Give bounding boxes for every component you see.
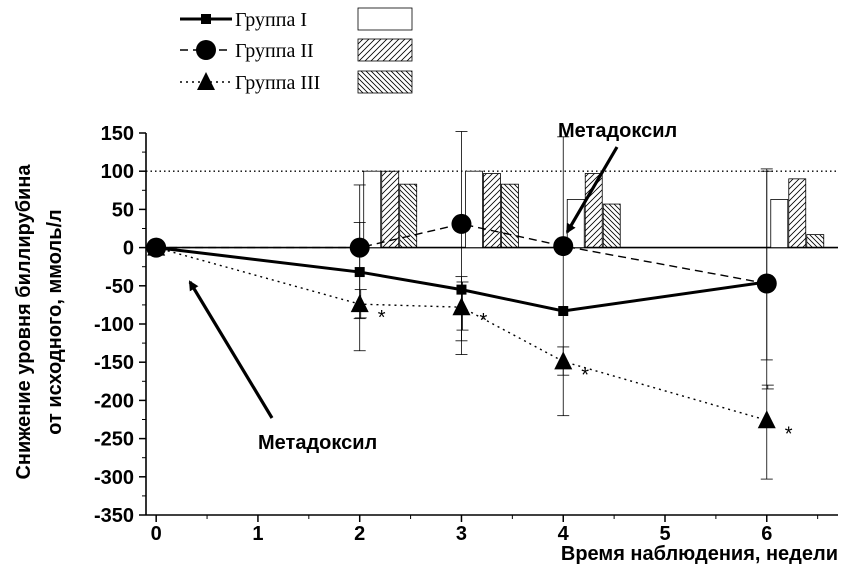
significance-mark: *	[785, 423, 793, 445]
series-1-point	[456, 284, 467, 295]
series-2-point	[451, 213, 472, 234]
series-3-point	[147, 237, 166, 256]
bar-week2-2	[381, 170, 400, 248]
bar-week3-3	[501, 183, 519, 249]
significance-mark: *	[581, 364, 589, 386]
significance-mark: *	[378, 307, 386, 329]
y-tick-label: 100	[101, 161, 134, 183]
bar-week2-3	[399, 183, 418, 249]
series-1-point	[354, 267, 365, 278]
x-tick-label: 2	[354, 523, 365, 545]
legend-marker-2	[196, 40, 216, 60]
legend-label-3: Группа III	[235, 72, 320, 94]
legend: Группа I Группа II Группа III	[180, 7, 413, 94]
y-tick-label: 0	[123, 238, 134, 260]
x-tick-label: 3	[456, 523, 467, 545]
legend-swatch-1	[357, 7, 413, 31]
plot-area	[146, 131, 838, 480]
legend-swatch-3	[357, 70, 413, 94]
x-tick-label: 6	[761, 523, 772, 545]
bar-week2-1	[363, 170, 382, 248]
x-tick-label: 5	[659, 523, 670, 545]
annotation-label: Метадоксил	[558, 120, 677, 142]
legend-marker-1	[201, 14, 211, 24]
y-tick-label: -100	[94, 314, 134, 336]
series-2-point	[553, 236, 574, 257]
x-tick-label: 1	[252, 523, 263, 545]
significance-mark: *	[479, 310, 487, 332]
y-axis-title: от исходного, ммоль/л	[44, 209, 66, 435]
y-tick-label: 150	[101, 123, 134, 145]
series-3-point	[554, 351, 573, 370]
y-axis-title: Снижение уровня биллирубина	[13, 164, 35, 480]
y-tick-label: -50	[105, 276, 134, 298]
y-tick-label: -200	[94, 390, 134, 412]
series-3-point	[452, 297, 471, 316]
annotation-label: Метадоксил	[258, 432, 377, 454]
bar-week3-2	[483, 173, 501, 249]
series-3-point	[757, 410, 776, 429]
y-tick-label: 50	[112, 199, 134, 221]
axes: 150 100 50 0 -50 -100 -150 -200 -250 -300 -350 0 1 2 3…	[13, 123, 838, 565]
y-tick-label: -300	[94, 467, 134, 489]
series-line-2	[156, 223, 767, 285]
legend-label-2: Группа II	[235, 40, 314, 62]
legend-label-1: Группа I	[235, 9, 307, 31]
y-tick-label: -150	[94, 352, 134, 374]
bar-week6-3	[806, 234, 825, 248]
series-3-point	[350, 294, 369, 313]
bar-week6-1	[770, 199, 789, 249]
series-2-point	[349, 237, 370, 258]
bar-week6-2	[788, 178, 807, 248]
bar-week3-1	[465, 170, 483, 248]
legend-marker-3	[197, 72, 215, 90]
x-axis-title: Время наблюдения, недели	[561, 543, 838, 565]
series-2-point	[756, 273, 777, 294]
annotations: * * * * Метадоксил Метадоксил	[188, 120, 793, 454]
y-tick-label: -250	[94, 429, 134, 451]
x-tick-label: 4	[558, 523, 570, 545]
annotation-arrow	[188, 280, 274, 419]
series-1-point	[558, 306, 569, 317]
bar-week4-3	[602, 203, 621, 249]
x-tick-label: 0	[151, 523, 162, 545]
y-tick-label: -350	[94, 505, 134, 527]
legend-swatch-2	[357, 38, 413, 62]
annotation-arrow	[565, 146, 619, 234]
